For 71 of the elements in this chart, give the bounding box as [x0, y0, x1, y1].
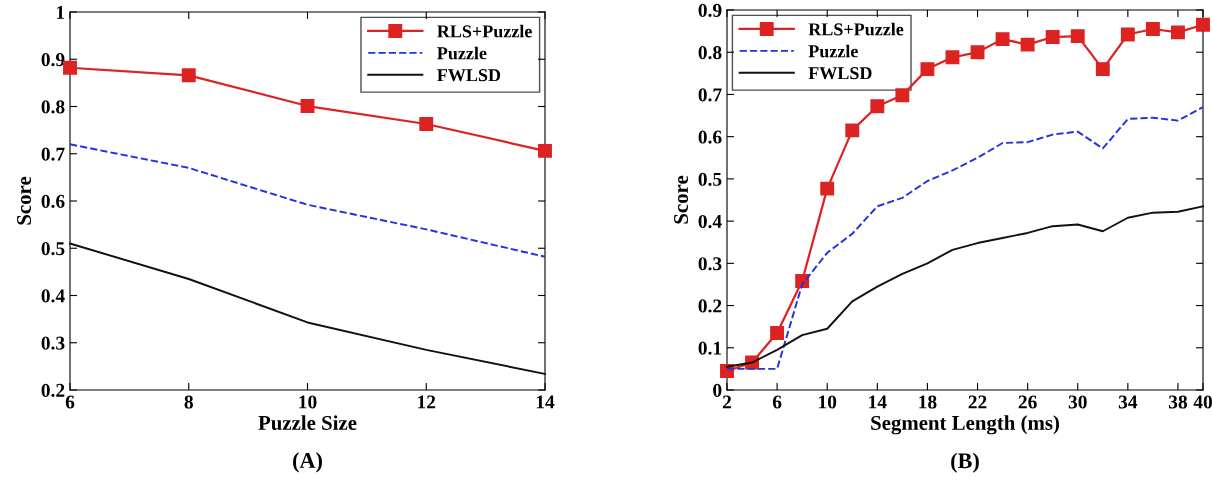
point	[995, 32, 1010, 47]
x-axis-title: Segment Length (ms)	[871, 415, 1059, 435]
y-tick-label: 0.5	[698, 172, 722, 186]
y-tick-label: 0.6	[41, 194, 65, 209]
point	[870, 99, 885, 114]
legend-label: FWLSD	[437, 69, 501, 82]
point	[1070, 29, 1085, 44]
point	[1171, 25, 1185, 40]
x-tick-label: 12	[418, 395, 436, 409]
point	[181, 68, 196, 83]
point	[820, 181, 835, 196]
point	[845, 123, 860, 138]
x-tick-label: 18	[919, 395, 937, 409]
point	[920, 62, 935, 77]
y-tick-label: 0.8	[698, 46, 722, 60]
x-tick-label: 34	[1118, 395, 1138, 409]
x-tick-label: 8	[184, 395, 193, 409]
y-tick-label: 0	[713, 383, 722, 397]
point	[63, 60, 77, 75]
line-series	[69, 143, 546, 258]
y-tick-label: 0.4	[41, 289, 65, 303]
y-tick-label: 0.3	[698, 257, 722, 271]
y-tick-label: 0.9	[41, 53, 65, 67]
x-tick-label: 14	[536, 395, 555, 409]
y-tick-label: 0.1	[698, 341, 722, 355]
y-tick-label: 1	[56, 5, 65, 19]
point	[1020, 37, 1035, 52]
line-series	[69, 242, 546, 375]
point	[300, 99, 315, 113]
legend-label: RLS+Puzzle	[437, 24, 532, 38]
x-axis-title: Puzzle Size	[258, 415, 357, 430]
x-tick-label: 6	[772, 395, 782, 409]
point	[1045, 30, 1060, 44]
y-axis-title: Score	[17, 176, 32, 225]
point	[895, 88, 910, 103]
x-tick-label: 14	[869, 395, 887, 409]
y-tick-label: 0.7	[698, 88, 722, 102]
y-tick-label: 0.8	[41, 100, 65, 114]
x-tick-label: 40	[1193, 395, 1212, 409]
y-axis-title: Score	[674, 175, 689, 224]
x-tick-label: 10	[299, 395, 317, 409]
legend-label: Puzzle	[808, 44, 858, 58]
legend-label: FWLSD	[808, 67, 872, 80]
y-tick-label: 0.5	[41, 242, 65, 256]
text: (B)	[951, 452, 979, 473]
point	[1095, 62, 1110, 77]
x-tick-label: 22	[968, 395, 987, 409]
legend-label: RLS+Puzzle	[808, 22, 904, 36]
point	[1120, 27, 1135, 42]
point	[538, 143, 552, 158]
x-tick-label: 2	[722, 395, 732, 409]
legend-label: Puzzle	[437, 46, 487, 60]
point	[1145, 22, 1160, 36]
y-tick-label: 0.3	[41, 336, 65, 350]
y-tick-label: 0.2	[41, 383, 65, 398]
point	[770, 326, 785, 340]
point	[945, 50, 960, 65]
x-tick-label: 10	[819, 395, 837, 409]
y-tick-label: 0.2	[698, 299, 722, 313]
point	[970, 45, 985, 60]
x-tick-label: 26	[1018, 395, 1037, 409]
y-tick-label: 0.4	[698, 214, 722, 229]
point	[419, 117, 434, 131]
y-tick-label: 0.7	[41, 147, 65, 161]
y-tick-label: 0.6	[698, 130, 722, 144]
text: (A)	[293, 452, 322, 473]
x-tick-label: 38	[1168, 395, 1188, 409]
x-tick-label: 30	[1068, 395, 1087, 409]
x-tick-label: 6	[65, 395, 75, 409]
y-tick-label: 0.9	[698, 3, 722, 18]
point	[1196, 17, 1210, 32]
